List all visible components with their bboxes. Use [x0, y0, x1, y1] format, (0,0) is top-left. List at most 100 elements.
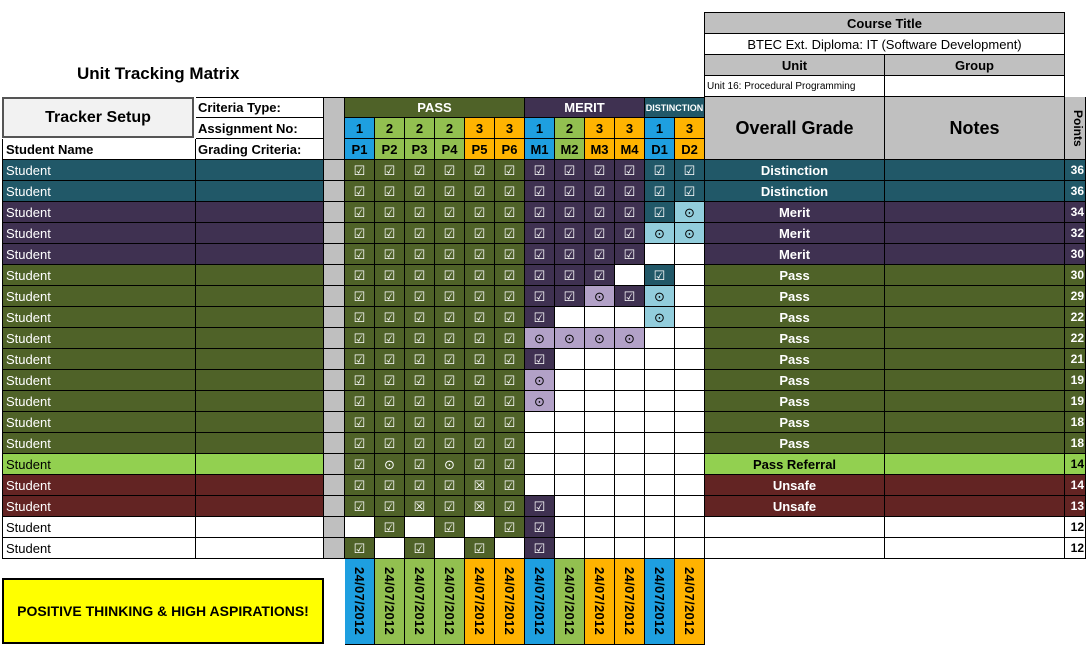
criteria-checkbox[interactable]: ⊙ [525, 391, 555, 412]
criteria-checkbox[interactable]: ☑ [345, 349, 375, 370]
criteria-checkbox[interactable]: ☑ [465, 223, 495, 244]
notes-cell[interactable] [885, 328, 1065, 349]
criteria-checkbox[interactable]: ☑ [405, 160, 435, 181]
student-setup-cell[interactable] [196, 244, 324, 265]
criteria-checkbox[interactable] [645, 370, 675, 391]
criteria-checkbox[interactable]: ☑ [465, 181, 495, 202]
criteria-checkbox[interactable] [675, 328, 705, 349]
student-name[interactable]: Student [2, 496, 196, 517]
criteria-checkbox[interactable]: ☑ [375, 391, 405, 412]
criteria-checkbox[interactable]: ☑ [435, 286, 465, 307]
student-setup-cell[interactable] [196, 286, 324, 307]
student-setup-cell[interactable] [196, 349, 324, 370]
criteria-checkbox[interactable]: ☑ [585, 202, 615, 223]
criteria-checkbox[interactable]: ☒ [465, 496, 495, 517]
criteria-checkbox[interactable]: ☑ [435, 433, 465, 454]
criteria-checkbox[interactable] [675, 244, 705, 265]
criteria-checkbox[interactable]: ☑ [495, 244, 525, 265]
criteria-checkbox[interactable]: ☑ [345, 223, 375, 244]
criteria-checkbox[interactable]: ☑ [615, 202, 645, 223]
criteria-checkbox[interactable]: ☑ [435, 223, 465, 244]
group-value[interactable] [885, 76, 1065, 97]
criteria-checkbox[interactable]: ☑ [555, 265, 585, 286]
criteria-checkbox[interactable]: ☒ [405, 496, 435, 517]
criteria-checkbox[interactable]: ☑ [645, 160, 675, 181]
criteria-checkbox[interactable] [555, 412, 585, 433]
notes-cell[interactable] [885, 412, 1065, 433]
student-name[interactable]: Student [2, 433, 196, 454]
student-name[interactable]: Student [2, 370, 196, 391]
student-name[interactable]: Student [2, 202, 196, 223]
notes-cell[interactable] [885, 454, 1065, 475]
criteria-checkbox[interactable]: ☑ [375, 328, 405, 349]
criteria-checkbox[interactable]: ☑ [525, 349, 555, 370]
criteria-checkbox[interactable] [585, 454, 615, 475]
criteria-checkbox[interactable] [555, 496, 585, 517]
criteria-checkbox[interactable] [585, 475, 615, 496]
criteria-checkbox[interactable]: ☑ [375, 517, 405, 538]
criteria-checkbox[interactable]: ☑ [465, 202, 495, 223]
criteria-checkbox[interactable]: ☑ [405, 202, 435, 223]
criteria-checkbox[interactable] [675, 265, 705, 286]
criteria-checkbox[interactable] [555, 370, 585, 391]
criteria-checkbox[interactable]: ☑ [405, 370, 435, 391]
student-name[interactable]: Student [2, 307, 196, 328]
student-name[interactable]: Student [2, 412, 196, 433]
criteria-checkbox[interactable]: ☑ [495, 433, 525, 454]
student-setup-cell[interactable] [196, 160, 324, 181]
student-setup-cell[interactable] [196, 433, 324, 454]
criteria-checkbox[interactable]: ☑ [435, 475, 465, 496]
tracker-setup-button[interactable]: Tracker Setup [2, 97, 194, 138]
criteria-checkbox[interactable]: ☑ [495, 328, 525, 349]
criteria-checkbox[interactable] [645, 475, 675, 496]
criteria-checkbox[interactable]: ☑ [525, 223, 555, 244]
criteria-checkbox[interactable]: ☑ [465, 286, 495, 307]
criteria-checkbox[interactable] [525, 412, 555, 433]
notes-cell[interactable] [885, 391, 1065, 412]
criteria-checkbox[interactable]: ☑ [525, 496, 555, 517]
criteria-checkbox[interactable] [615, 454, 645, 475]
criteria-checkbox[interactable]: ☑ [435, 412, 465, 433]
criteria-checkbox[interactable]: ☑ [645, 202, 675, 223]
student-setup-cell[interactable] [196, 454, 324, 475]
criteria-checkbox[interactable]: ⊙ [615, 328, 645, 349]
criteria-checkbox[interactable]: ☑ [405, 307, 435, 328]
criteria-checkbox[interactable] [675, 370, 705, 391]
notes-cell[interactable] [885, 370, 1065, 391]
criteria-checkbox[interactable] [675, 307, 705, 328]
criteria-checkbox[interactable]: ☑ [555, 202, 585, 223]
criteria-checkbox[interactable]: ☑ [495, 160, 525, 181]
criteria-checkbox[interactable]: ⊙ [375, 454, 405, 475]
criteria-checkbox[interactable] [555, 391, 585, 412]
criteria-checkbox[interactable]: ☑ [405, 265, 435, 286]
criteria-checkbox[interactable]: ☑ [465, 307, 495, 328]
criteria-checkbox[interactable]: ☑ [465, 391, 495, 412]
student-name[interactable]: Student [2, 454, 196, 475]
criteria-checkbox[interactable]: ☑ [345, 391, 375, 412]
criteria-checkbox[interactable] [585, 496, 615, 517]
criteria-checkbox[interactable] [375, 538, 405, 559]
student-setup-cell[interactable] [196, 181, 324, 202]
criteria-checkbox[interactable]: ☑ [525, 160, 555, 181]
notes-cell[interactable] [885, 496, 1065, 517]
criteria-checkbox[interactable]: ☑ [435, 202, 465, 223]
student-name[interactable]: Student [2, 265, 196, 286]
criteria-checkbox[interactable]: ☑ [495, 223, 525, 244]
criteria-checkbox[interactable]: ☑ [375, 244, 405, 265]
notes-cell[interactable] [885, 286, 1065, 307]
criteria-checkbox[interactable]: ☑ [585, 181, 615, 202]
notes-cell[interactable] [885, 265, 1065, 286]
criteria-checkbox[interactable]: ☑ [465, 412, 495, 433]
criteria-checkbox[interactable]: ☑ [375, 223, 405, 244]
criteria-checkbox[interactable]: ☑ [495, 202, 525, 223]
criteria-checkbox[interactable]: ⊙ [525, 370, 555, 391]
criteria-checkbox[interactable]: ⊙ [645, 307, 675, 328]
criteria-checkbox[interactable]: ☑ [555, 286, 585, 307]
student-name[interactable]: Student [2, 244, 196, 265]
criteria-checkbox[interactable]: ☑ [465, 328, 495, 349]
student-setup-cell[interactable] [196, 538, 324, 559]
criteria-checkbox[interactable] [345, 517, 375, 538]
criteria-checkbox[interactable]: ☑ [615, 181, 645, 202]
criteria-checkbox[interactable] [555, 538, 585, 559]
criteria-checkbox[interactable]: ⊙ [675, 223, 705, 244]
